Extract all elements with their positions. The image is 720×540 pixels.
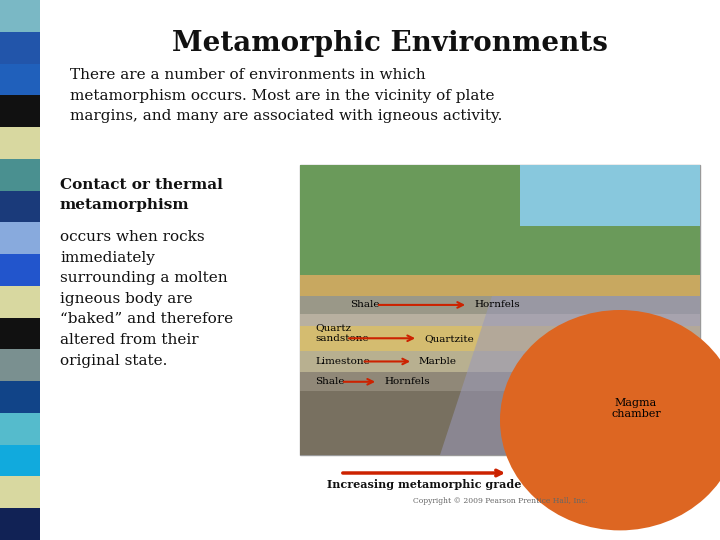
- Bar: [300, 165, 700, 455]
- Bar: [0, 95, 40, 127]
- Bar: [0, 476, 40, 508]
- Text: Metamorphic Environments: Metamorphic Environments: [172, 30, 608, 57]
- Text: Increasing metamorphic grade: Increasing metamorphic grade: [327, 479, 521, 490]
- Bar: [0, 254, 40, 286]
- Text: Quartz
sandstone: Quartz sandstone: [315, 323, 369, 343]
- Text: Quartzite: Quartzite: [424, 334, 474, 343]
- Text: Hornfels: Hornfels: [384, 377, 430, 386]
- Bar: [0, 127, 40, 159]
- Text: Hornfels: Hornfels: [474, 300, 520, 309]
- Bar: [0, 413, 40, 445]
- Polygon shape: [440, 295, 700, 455]
- Bar: [520, 165, 700, 226]
- Bar: [300, 373, 700, 391]
- Bar: [0, 191, 40, 222]
- Bar: [300, 391, 700, 455]
- Bar: [0, 222, 40, 254]
- Bar: [0, 508, 40, 540]
- Ellipse shape: [500, 310, 720, 530]
- Text: Shale: Shale: [350, 300, 379, 309]
- Bar: [0, 349, 40, 381]
- Text: Copyright © 2009 Pearson Prentice Hall, Inc.: Copyright © 2009 Pearson Prentice Hall, …: [413, 497, 588, 505]
- Bar: [0, 381, 40, 413]
- Text: Magma
chamber: Magma chamber: [611, 398, 661, 420]
- Bar: [0, 32, 40, 64]
- Bar: [300, 165, 700, 275]
- Bar: [300, 350, 700, 373]
- Bar: [0, 286, 40, 318]
- Text: There are a number of environments in which
metamorphism occurs. Most are in the: There are a number of environments in wh…: [70, 68, 503, 123]
- Bar: [0, 159, 40, 191]
- Bar: [0, 64, 40, 95]
- Bar: [0, 0, 40, 32]
- Text: Shale: Shale: [315, 377, 344, 386]
- Text: Marble: Marble: [419, 357, 457, 366]
- Bar: [0, 318, 40, 349]
- Bar: [0, 445, 40, 476]
- Bar: [300, 275, 700, 295]
- Bar: [300, 314, 700, 326]
- Bar: [300, 326, 700, 350]
- Bar: [300, 295, 700, 314]
- Text: Contact or thermal
metamorphism: Contact or thermal metamorphism: [60, 178, 223, 212]
- Text: occurs when rocks
immediately
surrounding a molten
igneous body are
“baked” and : occurs when rocks immediately surroundin…: [60, 230, 233, 368]
- Text: Limestone: Limestone: [315, 357, 370, 366]
